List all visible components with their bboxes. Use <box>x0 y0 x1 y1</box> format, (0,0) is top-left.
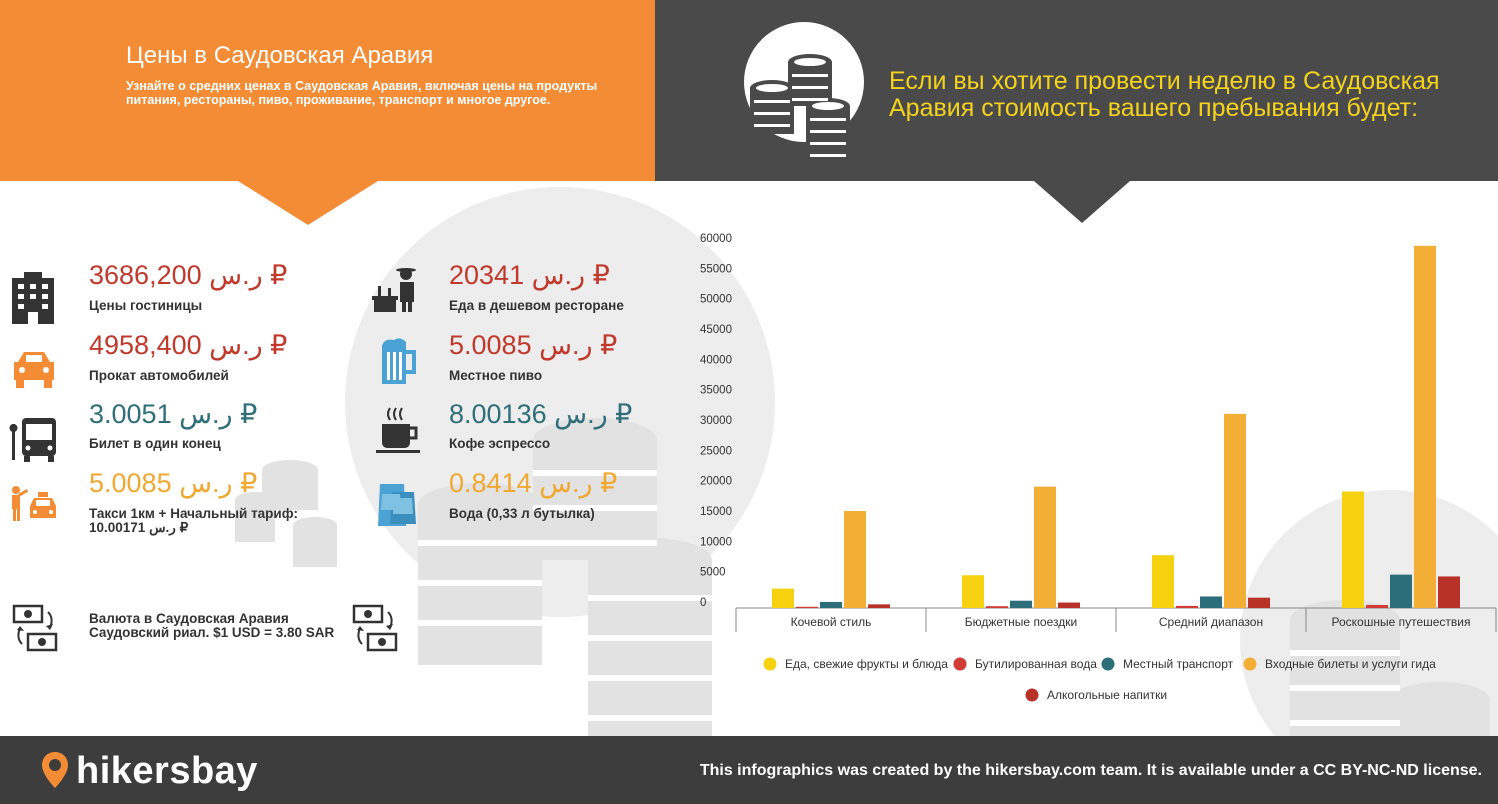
header-left-notch <box>238 181 378 225</box>
coffee-price-value: 8.00136 ر.س ₽ <box>449 399 633 429</box>
x-tick-label: Средний диапазон <box>1159 615 1263 629</box>
bar <box>844 510 866 608</box>
bar <box>962 575 984 608</box>
bar <box>1152 555 1174 608</box>
bus-ticket-price-value: 3.0051 ر.س ₽ <box>89 399 258 429</box>
beer-price-label: Местное пиво <box>449 368 543 383</box>
legend-swatch <box>1101 657 1115 671</box>
currency-exchange-icon-2 <box>352 604 398 652</box>
bus-ticket-price-label: Билет в один конец <box>89 436 221 451</box>
y-tick-label: 55000 <box>700 263 732 275</box>
bar <box>1200 596 1222 608</box>
x-tick-label: Кочевой стиль <box>791 615 872 629</box>
coins-stack-icon <box>744 22 864 164</box>
hotel-price-label: Цены гостиницы <box>89 298 203 313</box>
y-tick-label: 20000 <box>700 476 732 488</box>
legend-swatch <box>1025 688 1039 702</box>
y-tick-label: 25000 <box>700 445 732 457</box>
y-tick-label: 50000 <box>700 294 732 306</box>
hotel-price-value: 3686,200 ر.س ₽ <box>89 260 288 290</box>
x-tick-label: Роскошные путешествия <box>1331 615 1470 629</box>
bar <box>1224 413 1246 608</box>
brand-logo-text: hikersbay <box>76 750 258 792</box>
bar <box>1058 602 1080 608</box>
taxi-price-value: 5.0085 ر.س ₽ <box>89 468 258 498</box>
footer: hikersbay This infographics was created … <box>0 736 1498 804</box>
bus-icon <box>9 418 56 462</box>
y-tick-label: 40000 <box>700 354 732 366</box>
legend-swatch <box>953 657 967 671</box>
water-icon <box>378 484 416 526</box>
legend-label: Еда, свежие фрукты и блюда <box>785 657 948 671</box>
coffee-icon <box>376 407 420 453</box>
restaurant-icon <box>372 268 416 312</box>
legend-swatch <box>763 657 777 671</box>
legend-label: Входные билеты и услуги гида <box>1265 657 1436 671</box>
restaurant-price-value: 20341 ر.س ₽ <box>449 260 610 290</box>
bar <box>1248 597 1270 608</box>
page-subtitle: Узнайте о средних ценах в Саудовская Ара… <box>126 79 598 107</box>
taxi-initial-fare: 10.00171 ر.س ₽ <box>89 520 189 535</box>
taxi-icon <box>12 486 56 521</box>
coffee-price-label: Кофе эспрессо <box>449 436 551 451</box>
legend-label: Бутилированная вода <box>975 657 1097 671</box>
beer-price-value: 5.0085 ر.س ₽ <box>449 330 618 360</box>
currency-info: Валюта в Саудовская Аравия Саудовский ри… <box>89 612 334 640</box>
y-tick-label: 5000 <box>700 567 726 579</box>
taxi-price-label: Такси 1км + Начальный тариф: <box>89 506 299 521</box>
weekly-cost-bar-chart: 0 5000 10000 15000 20000 25000 30000 35000 40000… <box>700 233 1497 702</box>
car-rental-price-label: Прокат автомобилей <box>89 368 229 383</box>
bar <box>796 606 818 608</box>
license-text: This infographics was created by the hik… <box>699 762 1482 779</box>
page-title: Цены в Саудовская Аравия <box>126 42 434 69</box>
bar <box>1366 604 1388 608</box>
y-tick-label: 60000 <box>700 233 732 245</box>
legend-swatch <box>1243 657 1257 671</box>
y-tick-label: 15000 <box>700 506 732 518</box>
location-pin-icon <box>42 752 68 788</box>
y-tick-label: 30000 <box>700 415 732 427</box>
legend-label: Местный транспорт <box>1123 657 1234 671</box>
bar <box>1176 605 1198 608</box>
bar <box>1390 574 1412 608</box>
currency-exchange-icon <box>12 604 58 652</box>
legend-label: Алкогольные напитки <box>1047 688 1167 702</box>
bar <box>1010 600 1032 608</box>
week-cost-heading: Если вы хотите провести неделю в Саудовс… <box>889 67 1440 122</box>
bar <box>772 588 794 608</box>
y-tick-label: 0 <box>700 597 706 609</box>
currency-line-1: Валюта в Саудовская Аравия <box>89 611 289 626</box>
water-price-label: Вода (0,33 л бутылка) <box>449 506 595 521</box>
restaurant-price-label: Еда в дешевом ресторане <box>449 298 624 313</box>
bar <box>1034 486 1056 608</box>
header-left-panel <box>0 0 655 181</box>
y-tick-label: 10000 <box>700 536 732 548</box>
water-price-value: 0.8414 ر.س ₽ <box>449 468 618 498</box>
bar <box>1414 245 1436 608</box>
bar <box>986 606 1008 608</box>
header-right-notch <box>1034 181 1130 223</box>
hotel-icon <box>12 272 54 324</box>
x-tick-label: Бюджетные поездки <box>965 615 1077 629</box>
currency-line-2: Саудовский риал. $1 USD = 3.80 SAR <box>89 625 335 640</box>
bar <box>1342 491 1364 608</box>
y-tick-label: 45000 <box>700 324 732 336</box>
car-icon <box>14 352 54 388</box>
background-coins-decoration <box>235 187 1498 736</box>
bar <box>868 604 890 608</box>
car-rental-price-value: 4958,400 ر.س ₽ <box>89 330 288 360</box>
bar <box>820 601 842 608</box>
y-tick-label: 35000 <box>700 385 732 397</box>
bar <box>1438 576 1460 608</box>
beer-icon <box>382 338 416 384</box>
